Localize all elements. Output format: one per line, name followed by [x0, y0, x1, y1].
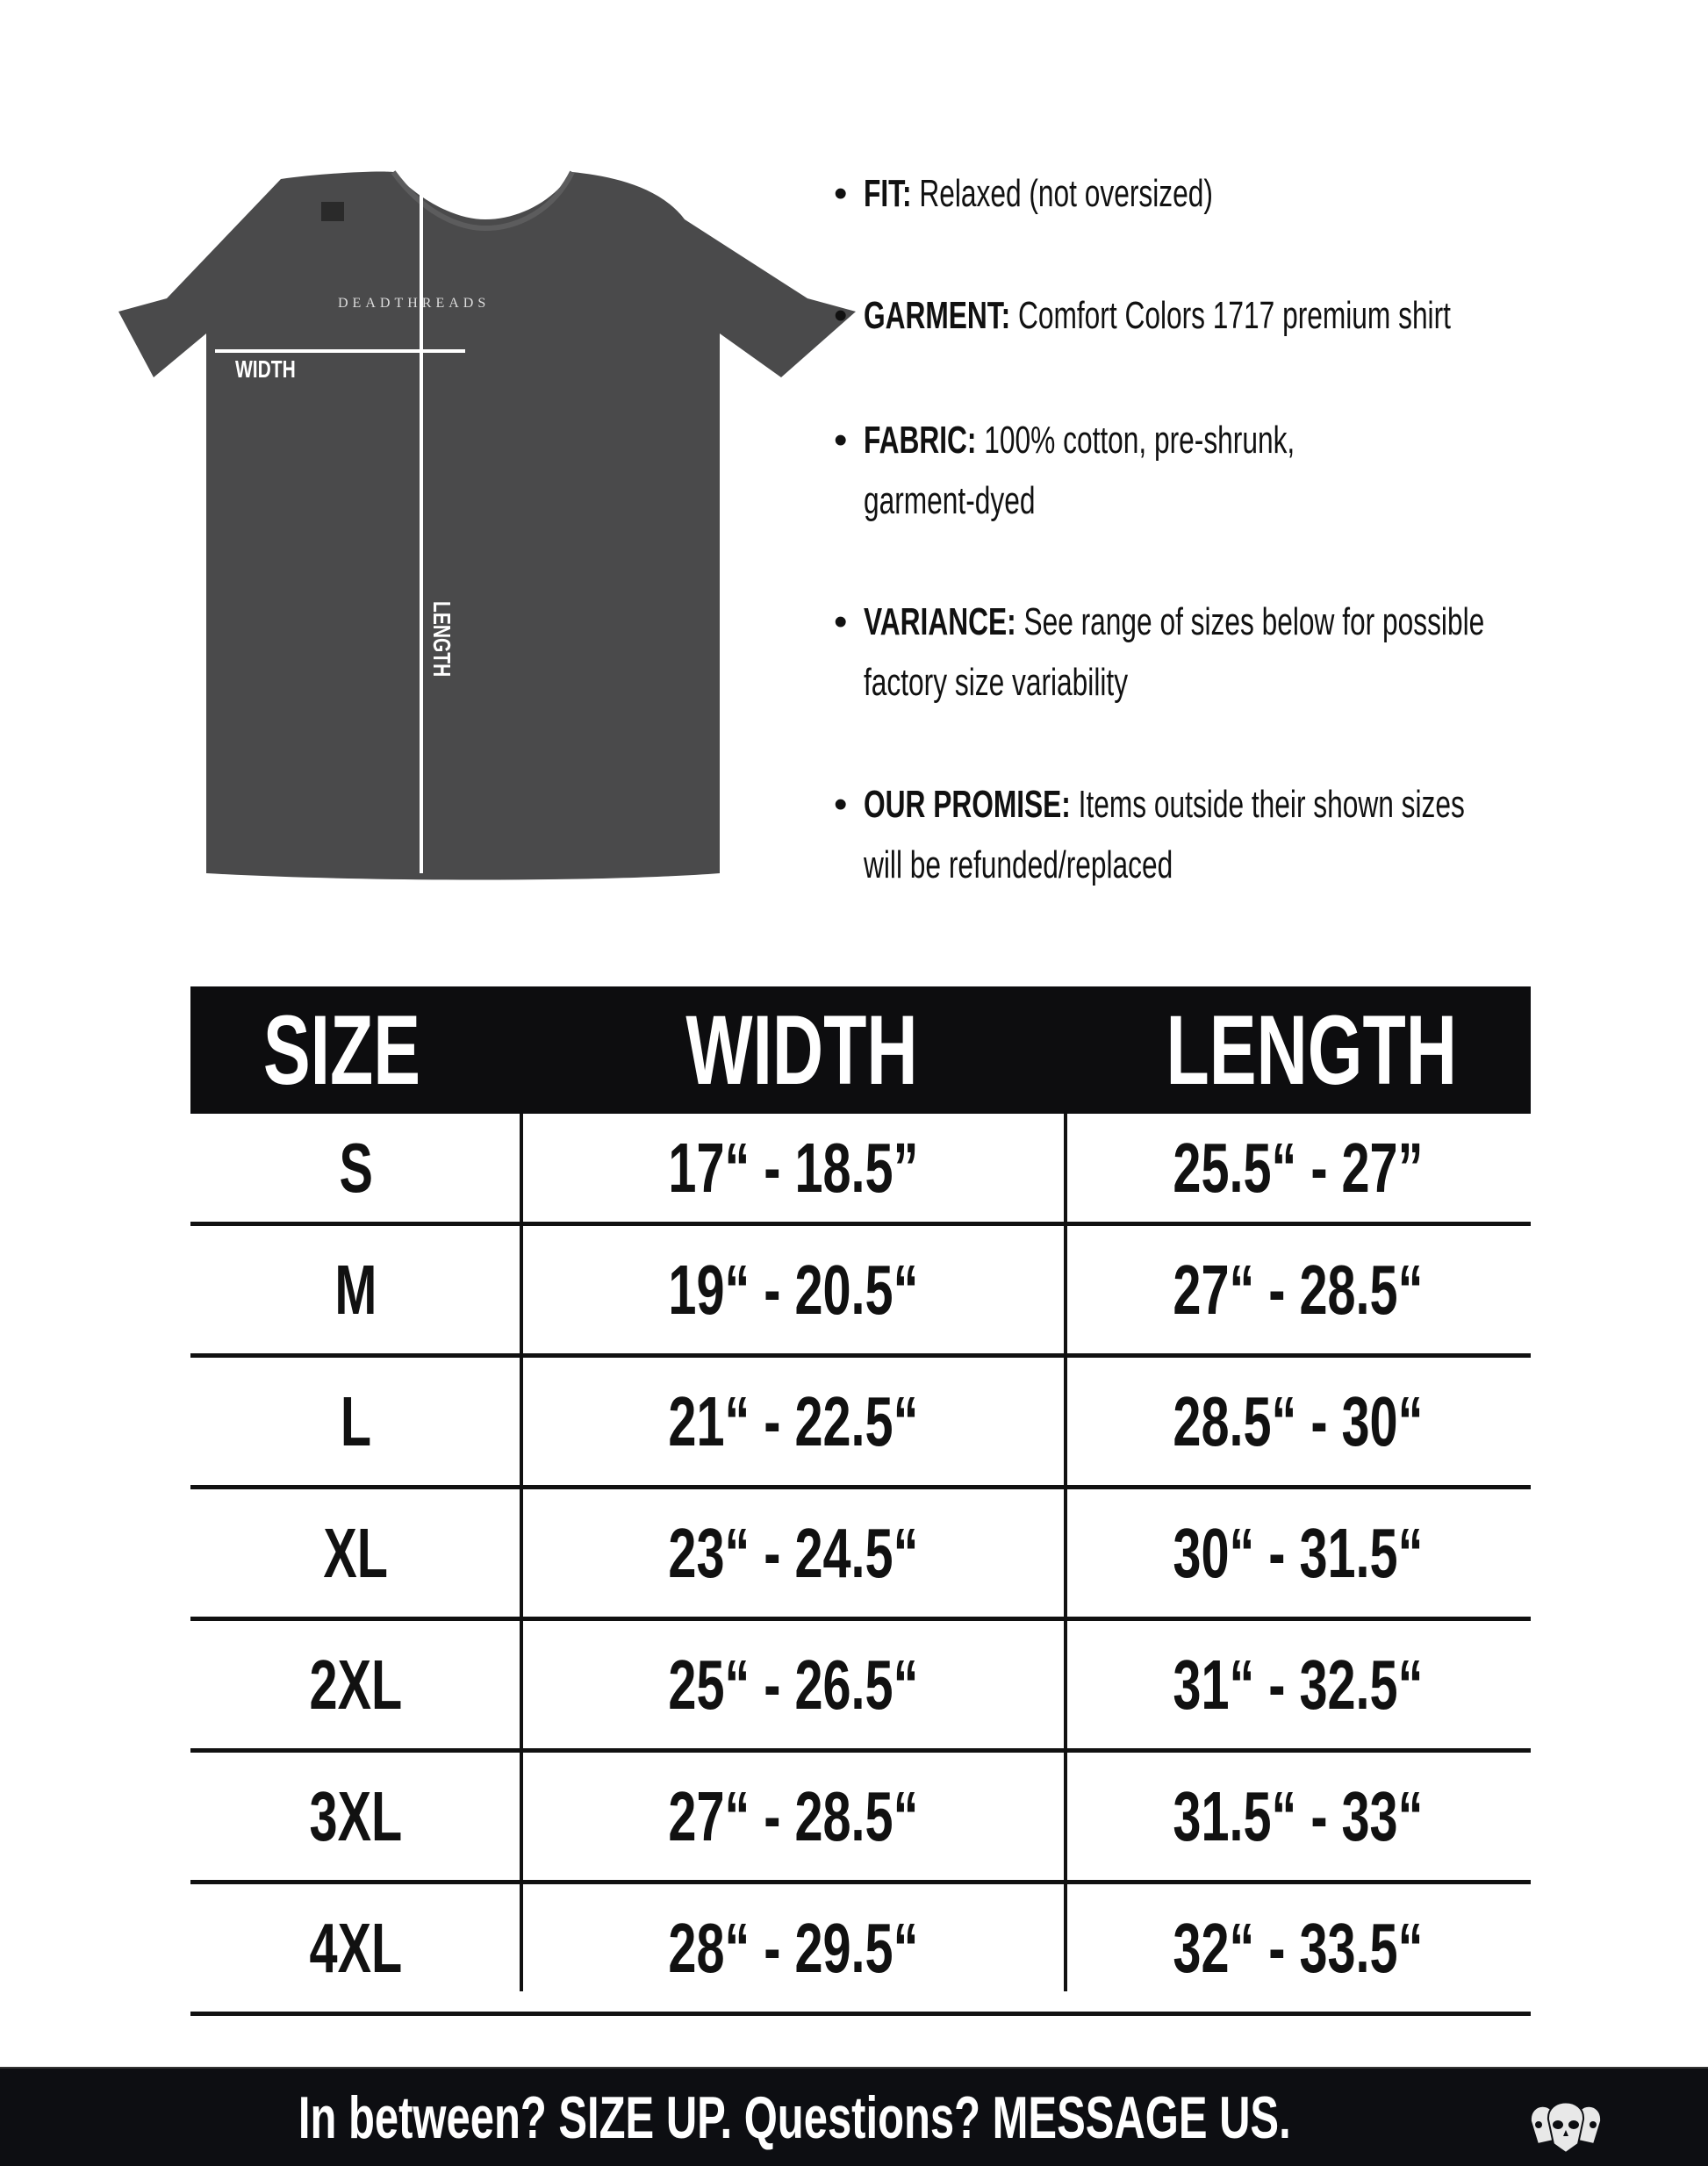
- length-cell: 27“ - 28.5“: [1173, 1250, 1424, 1329]
- bullet-text: See range of sizes below for possible: [1015, 600, 1485, 643]
- size-cell: 3XL: [309, 1776, 403, 1855]
- bullet-text: Items outside their shown sizes: [1070, 783, 1465, 826]
- bullet-text-line2: factory size variability: [864, 661, 1129, 704]
- size-cell: 4XL: [309, 1908, 403, 1987]
- column-divider: [1064, 1114, 1067, 1991]
- bullet-text-line2: will be refunded/replaced: [864, 843, 1173, 886]
- width-cell: 27“ - 28.5“: [668, 1776, 919, 1855]
- tshirt-measurement-image: DEADTHREADS WIDTH LENGTH: [118, 170, 856, 880]
- bullet-text: Comfort Colors 1717 premium shirt: [1010, 294, 1451, 337]
- length-cell: 28.5“ - 30“: [1173, 1381, 1424, 1460]
- table-row: 2XL 25“ - 26.5“ 31“ - 32.5“: [190, 1621, 1531, 1753]
- width-cell: 23“ - 24.5“: [668, 1513, 919, 1592]
- length-cell: 31.5“ - 33“: [1173, 1776, 1424, 1855]
- length-cell: 32“ - 33.5“: [1173, 1908, 1424, 1987]
- bullet-text: Relaxed (not oversized): [911, 172, 1213, 215]
- size-cell: XL: [323, 1513, 389, 1592]
- header-width: WIDTH: [685, 995, 919, 1105]
- footer-text: In between? SIZE UP. Questions? MESSAGE …: [298, 2084, 1291, 2151]
- bullet-key: FABRIC:: [864, 419, 977, 462]
- bullet-key: GARMENT:: [864, 294, 1011, 337]
- length-label: LENGTH: [427, 601, 455, 677]
- table-row: 3XL 27“ - 28.5“ 31.5“ - 33“: [190, 1753, 1531, 1884]
- table-row: S 17“ - 18.5” 25.5“ - 27”: [190, 1114, 1531, 1226]
- bullet-key: OUR PROMISE:: [864, 783, 1071, 826]
- length-cell: 30“ - 31.5“: [1173, 1513, 1424, 1592]
- bullet-text-line2: garment-dyed: [864, 479, 1036, 522]
- table-row: 4XL 28“ - 29.5“ 32“ - 33.5“: [190, 1884, 1531, 2016]
- footer-banner: In between? SIZE UP. Questions? MESSAGE …: [0, 2067, 1708, 2166]
- skulls-logo-icon: [1529, 2101, 1603, 2155]
- table-row: L 21“ - 22.5“ 28.5“ - 30“: [190, 1358, 1531, 1489]
- tshirt-shape: [118, 171, 856, 880]
- size-cell: 2XL: [309, 1645, 403, 1724]
- width-cell: 25“ - 26.5“: [668, 1645, 919, 1724]
- size-chart-table: SIZE WIDTH LENGTH S 17“ - 18.5” 25.5“ - 27…: [190, 986, 1531, 2016]
- size-cell: S: [339, 1128, 373, 1207]
- width-cell: 21“ - 22.5“: [668, 1381, 919, 1460]
- length-cell: 31“ - 32.5“: [1173, 1645, 1424, 1724]
- width-cell: 17“ - 18.5”: [668, 1128, 919, 1207]
- column-divider: [520, 1114, 523, 1991]
- bullet-text: 100% cotton, pre-shrunk,: [976, 419, 1295, 462]
- width-cell: 28“ - 29.5“: [668, 1908, 919, 1987]
- header-length: LENGTH: [1166, 995, 1457, 1105]
- table-header: SIZE WIDTH LENGTH: [190, 986, 1531, 1114]
- header-size: SIZE: [262, 995, 421, 1105]
- width-cell: 19“ - 20.5“: [668, 1250, 919, 1329]
- brand-print: DEADTHREADS: [338, 296, 490, 311]
- bullet-key: FIT:: [864, 172, 912, 215]
- length-cell: 25.5“ - 27”: [1173, 1128, 1424, 1207]
- table-row: M 19“ - 20.5“ 27“ - 28.5“: [190, 1226, 1531, 1358]
- bullet-key: VARIANCE:: [864, 600, 1016, 643]
- size-cell: M: [334, 1250, 377, 1329]
- table-row: XL 23“ - 24.5“ 30“ - 31.5“: [190, 1489, 1531, 1621]
- width-label: WIDTH: [235, 356, 296, 384]
- neck-label: [321, 202, 344, 221]
- size-cell: L: [340, 1381, 372, 1460]
